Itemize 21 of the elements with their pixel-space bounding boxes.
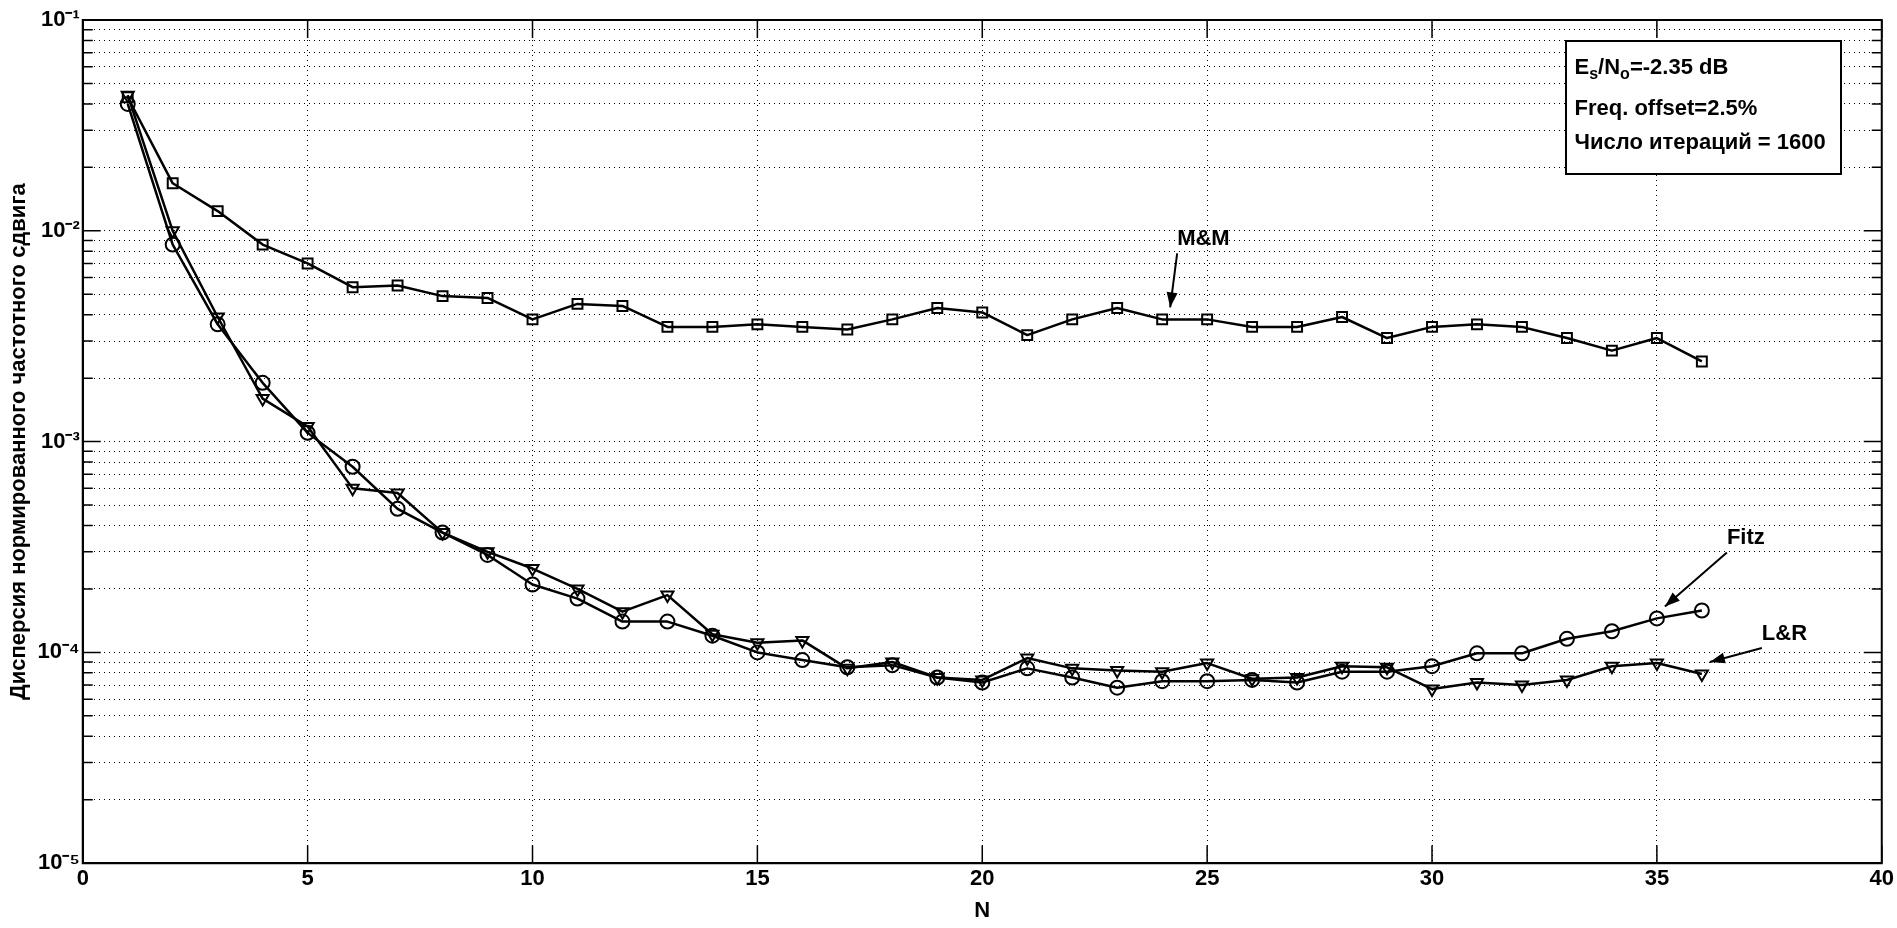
y-tick-label: 10⁻²: [40, 216, 80, 242]
x-tick-label: 0: [76, 865, 89, 891]
x-axis-title: N: [974, 896, 991, 922]
y-tick-label: 10⁻⁴: [37, 638, 80, 664]
x-tick-label: 15: [745, 865, 770, 891]
text: M&M: [1177, 225, 1230, 251]
y-tick-label: 10⁻³: [40, 427, 80, 453]
x-tick-label: 5: [301, 865, 314, 891]
x-tick-label: 20: [970, 865, 995, 891]
annotation: Число итераций = 1600: [1574, 128, 1826, 157]
x-tick-label: 25: [1194, 865, 1220, 891]
x-tick-label: 30: [1419, 865, 1445, 891]
text: Fitz: [1726, 524, 1765, 550]
y-tick-label: 10⁻¹: [40, 6, 80, 32]
x-tick-label: 40: [1869, 865, 1895, 891]
text: L&R: [1761, 620, 1808, 646]
y-axis-title: Дисперсия нормированного частотного сдвига: [5, 182, 31, 700]
annotation: Freq. offset=2.5%: [1574, 94, 1759, 123]
annotation: E$_{s}$/N$_{o}$=-2.35 dB: [1574, 53, 1730, 85]
x-tick-label: 10: [520, 865, 545, 891]
x-tick-label: 35: [1644, 865, 1670, 891]
